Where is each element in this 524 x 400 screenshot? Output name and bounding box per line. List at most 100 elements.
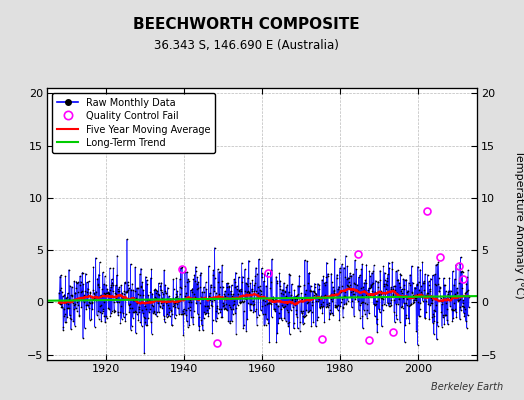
Point xyxy=(81,288,90,294)
Point xyxy=(62,318,71,325)
Point xyxy=(379,263,388,270)
Point xyxy=(203,310,212,316)
Point xyxy=(423,292,431,298)
Point xyxy=(227,288,235,294)
Point xyxy=(188,285,196,292)
Point xyxy=(89,264,97,270)
Point xyxy=(452,290,461,297)
Point xyxy=(90,289,99,296)
Point xyxy=(459,297,467,304)
Point xyxy=(353,288,362,294)
Point xyxy=(307,288,315,294)
Point xyxy=(250,308,259,315)
Point xyxy=(141,322,150,328)
Point xyxy=(440,312,449,318)
Point xyxy=(335,317,344,323)
Point xyxy=(318,310,326,316)
Point xyxy=(341,289,349,295)
Point xyxy=(346,270,354,276)
Point xyxy=(337,282,346,289)
Point xyxy=(321,294,330,301)
Point xyxy=(171,294,180,300)
Point xyxy=(106,284,115,290)
Point xyxy=(98,286,106,292)
Point xyxy=(286,272,294,278)
Point xyxy=(341,274,350,280)
Point xyxy=(370,313,379,320)
Point xyxy=(343,263,352,269)
Point xyxy=(66,282,74,289)
Point xyxy=(433,323,442,329)
Point xyxy=(118,310,127,316)
Point xyxy=(331,304,340,310)
Point xyxy=(164,302,172,308)
Point xyxy=(236,286,245,292)
Point xyxy=(143,322,151,328)
Point xyxy=(385,303,393,309)
Point xyxy=(74,302,83,308)
Point xyxy=(230,298,238,304)
Point xyxy=(197,316,205,323)
Point xyxy=(183,279,191,285)
Point xyxy=(381,290,389,297)
Point xyxy=(107,310,115,316)
Point xyxy=(151,311,159,317)
Point xyxy=(462,288,470,295)
Point xyxy=(349,288,357,295)
Point xyxy=(421,271,429,278)
Point xyxy=(266,300,274,306)
Point xyxy=(294,291,302,298)
Point xyxy=(101,291,110,297)
Point xyxy=(461,306,470,312)
Point xyxy=(179,311,187,318)
Point xyxy=(349,271,357,278)
Point xyxy=(209,267,217,274)
Point xyxy=(458,300,467,306)
Point xyxy=(173,292,181,299)
Point xyxy=(177,285,185,291)
Point xyxy=(398,304,407,311)
Point xyxy=(221,293,230,299)
Point xyxy=(230,301,238,307)
Point xyxy=(302,287,310,294)
Point xyxy=(319,303,328,309)
Point xyxy=(108,279,116,286)
Point xyxy=(461,290,470,296)
Point xyxy=(328,298,336,304)
Point xyxy=(202,310,210,316)
Point xyxy=(56,273,64,280)
Point xyxy=(211,295,220,301)
Point xyxy=(407,301,415,307)
Point xyxy=(97,318,105,324)
Point xyxy=(280,315,289,321)
Point xyxy=(178,264,186,270)
Point xyxy=(149,310,157,316)
Point xyxy=(420,278,428,284)
Point xyxy=(437,298,445,304)
Point xyxy=(352,288,360,294)
Point xyxy=(110,306,118,313)
Point xyxy=(392,268,400,275)
Point xyxy=(234,294,243,301)
Point xyxy=(429,310,438,317)
Point xyxy=(379,281,388,288)
Point xyxy=(188,288,196,295)
Point xyxy=(149,303,158,310)
Point xyxy=(183,305,192,311)
Point xyxy=(76,273,84,279)
Point xyxy=(406,272,414,278)
Point xyxy=(172,301,181,307)
Point xyxy=(418,294,426,300)
Point xyxy=(224,318,233,324)
Point xyxy=(426,302,434,308)
Point xyxy=(63,294,71,301)
Point xyxy=(99,306,107,312)
Point xyxy=(288,281,296,288)
Point xyxy=(314,286,323,292)
Point xyxy=(463,325,471,331)
Point xyxy=(199,296,208,302)
Point xyxy=(312,323,320,330)
Point xyxy=(171,300,179,306)
Point xyxy=(259,310,267,317)
Point xyxy=(148,295,157,302)
